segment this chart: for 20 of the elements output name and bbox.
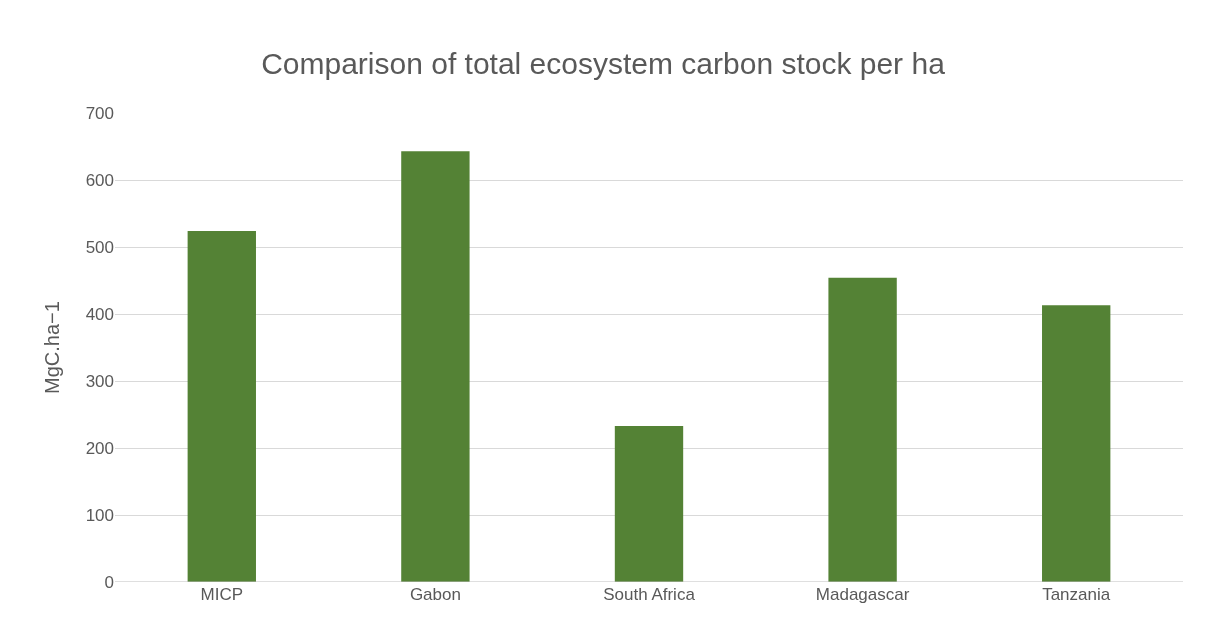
bar bbox=[187, 230, 256, 582]
y-tick-label: 200 bbox=[85, 438, 114, 458]
x-tick-label: MICP bbox=[200, 585, 244, 604]
y-tick-label: 100 bbox=[85, 505, 114, 525]
x-tick-label: South Africa bbox=[603, 585, 696, 604]
x-tick-label: Madagascar bbox=[815, 585, 910, 604]
bar bbox=[1042, 305, 1111, 582]
chart-title: Comparison of total ecosystem carbon stock per ha bbox=[261, 47, 946, 81]
y-tick-label: 400 bbox=[85, 304, 114, 324]
x-tick-label: Gabon bbox=[409, 585, 461, 604]
x-tick-label: Tanzania bbox=[1042, 585, 1111, 604]
bar bbox=[828, 277, 897, 582]
y-tick-label: 500 bbox=[85, 237, 114, 257]
bar bbox=[614, 425, 684, 582]
bar bbox=[401, 151, 470, 582]
y-tick-label: 300 bbox=[85, 371, 114, 391]
y-tick-label: 0 bbox=[104, 572, 114, 592]
y-tick-label: 700 bbox=[85, 103, 114, 123]
y-tick-label: 600 bbox=[85, 170, 114, 190]
y-axis-title: MgC.ha−1 bbox=[41, 301, 64, 394]
